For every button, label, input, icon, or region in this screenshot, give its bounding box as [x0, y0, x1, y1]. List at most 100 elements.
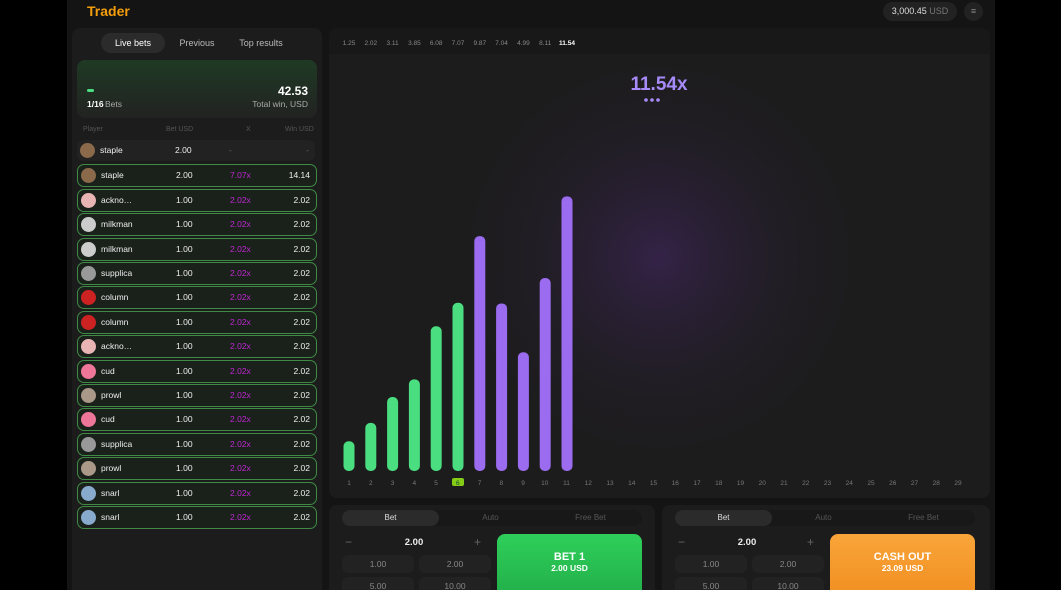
avatar: [81, 266, 96, 281]
player-name: column: [101, 316, 129, 327]
logo: Trader: [87, 3, 130, 19]
bar: [561, 196, 573, 471]
x-tick-label: 27: [911, 480, 919, 487]
quick-amount[interactable]: 1.00: [342, 555, 414, 573]
button-sub: 23.09 USD: [881, 563, 924, 573]
bet-row: cud 1.00 2.02x 2.02: [77, 408, 317, 432]
tab[interactable]: Bet: [342, 510, 439, 526]
win-amount: 2.02: [293, 438, 310, 449]
tab[interactable]: Free Bet: [908, 513, 939, 522]
avatar: [81, 436, 96, 452]
multiplier: 7.07x: [230, 170, 251, 181]
x-tick-label: 17: [693, 480, 701, 487]
tab[interactable]: Top results: [239, 38, 283, 48]
win-amount: 2.02: [293, 487, 310, 498]
tab[interactable]: Auto: [815, 513, 832, 522]
x-tick-label: 6: [456, 480, 460, 487]
win-amount: 2.02: [293, 341, 310, 352]
bet-amount: 1.00: [176, 219, 193, 230]
bets-label: Bets: [105, 99, 123, 109]
tab[interactable]: Live bets: [101, 33, 165, 53]
x-tick-label: 4: [412, 480, 416, 487]
player-name: ackno…: [101, 194, 133, 205]
bet-row: snarl 1.00 2.02x 2.02: [77, 506, 317, 529]
player-name: cud: [101, 414, 115, 425]
increase[interactable]: +: [807, 535, 815, 549]
quick-amount[interactable]: 2.00: [752, 555, 824, 573]
win-amount: 2.02: [293, 512, 310, 522]
quick-amount[interactable]: 10.00: [752, 577, 824, 590]
bet-row: milkman 1.00 2.02x 2.02: [77, 237, 317, 261]
x-tick-label: 15: [650, 480, 658, 487]
avatar: [81, 290, 96, 306]
multiplier: 2.02x: [230, 219, 251, 230]
multiplier: 2.02x: [230, 463, 251, 474]
bet-row: column 1.00 2.02x 2.02: [77, 310, 317, 334]
win-amount: 2.02: [293, 463, 310, 474]
history-item: 9.87: [473, 40, 486, 47]
x-tick-label: 18: [715, 480, 723, 487]
bets-count: 1/16: [87, 99, 104, 109]
bet-row: supplica 1.00 2.02x 2.02: [77, 262, 317, 285]
bar: [365, 422, 377, 471]
player-name: cud: [101, 365, 115, 376]
avatar: [81, 192, 96, 208]
multiplier: 2.02x: [230, 341, 251, 352]
bar: [387, 396, 399, 471]
column-header: Player: [83, 126, 103, 133]
x-tick-label: 23: [824, 480, 832, 487]
tab[interactable]: Previous: [179, 38, 215, 48]
quick-amount[interactable]: 2.00: [419, 555, 491, 573]
balance[interactable]: 3,000.45 USD: [883, 2, 957, 21]
action-button[interactable]: CASH OUT 23.09 USD: [830, 534, 975, 590]
current-multiplier: 11.54x: [630, 74, 687, 95]
win-amount: 2.02: [293, 316, 310, 327]
quick-amount[interactable]: 1.00: [675, 555, 747, 573]
avatar: [81, 388, 96, 403]
menu-button[interactable]: ≡: [964, 2, 983, 21]
dot: [656, 98, 660, 102]
total-label: Total win, USD: [252, 99, 308, 109]
multiplier: 2.02x: [230, 194, 251, 205]
action-button[interactable]: BET 1 2.00 USD: [497, 534, 642, 590]
bet-row: prowl 1.00 2.02x 2.02: [77, 384, 317, 407]
button-label: BET 1: [553, 551, 586, 563]
multiplier: 2.02x: [230, 414, 251, 425]
x-tick-label: 3: [391, 480, 395, 487]
bet-row: ackno… 1.00 2.02x 2.02: [77, 335, 317, 359]
history-item: 3.85: [408, 40, 421, 47]
x-tick-label: 25: [867, 480, 875, 487]
bet-row: column 1.00 2.02x 2.02: [77, 286, 317, 310]
bet-amount: 1.00: [176, 316, 193, 327]
bet-row: cud 1.00 2.02x 2.02: [77, 359, 317, 383]
summary: 1/16 Bets 42.53 Total win, USD: [77, 60, 317, 118]
x-tick-label: 5: [434, 480, 438, 487]
quick-amount[interactable]: 5.00: [675, 577, 747, 590]
player-name: prowl: [101, 463, 122, 474]
win-amount: 14.14: [288, 170, 310, 181]
x-tick-label: 20: [759, 480, 767, 487]
increase[interactable]: +: [474, 535, 482, 549]
active-tick: [452, 478, 464, 486]
column-header: X: [246, 126, 251, 133]
x-tick-label: 28: [933, 480, 941, 487]
quick-amount[interactable]: 10.00: [419, 577, 491, 590]
quick-amount[interactable]: 5.00: [342, 577, 414, 590]
bet-row: snarl 1.00 2.02x 2.02: [77, 481, 317, 505]
multiplier: 2.02x: [230, 438, 251, 449]
x-tick-label: 11: [563, 480, 570, 487]
bet-amount: 1.00: [176, 414, 193, 425]
win-amount: 2.02: [293, 268, 310, 278]
bet-amount: 1.00: [176, 438, 193, 449]
tab[interactable]: Bet: [675, 510, 772, 526]
multiplier: -: [229, 145, 232, 155]
decrease[interactable]: −: [345, 535, 353, 549]
avatar: [81, 363, 96, 379]
tab[interactable]: Auto: [482, 513, 499, 522]
bet-amount: 1.00: [176, 512, 193, 522]
player-name: snarl: [101, 512, 120, 522]
decrease[interactable]: −: [678, 535, 686, 549]
bet-amount: 1.00: [176, 341, 193, 352]
x-tick-label: 2: [369, 480, 373, 487]
tab[interactable]: Free Bet: [575, 513, 606, 522]
